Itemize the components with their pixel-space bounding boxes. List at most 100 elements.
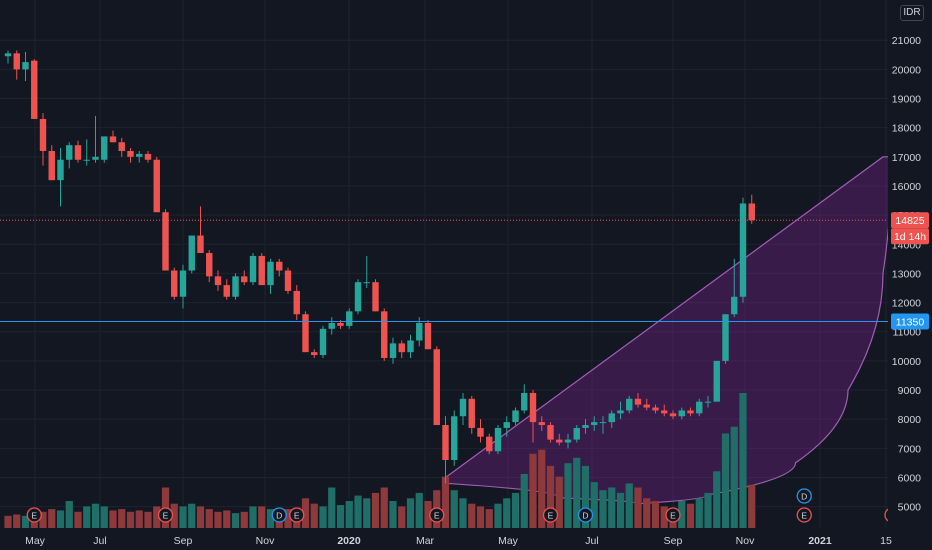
candle bbox=[547, 422, 554, 443]
candle-body bbox=[4, 53, 12, 57]
candle-body bbox=[276, 261, 283, 271]
volume-bar bbox=[616, 492, 625, 528]
y-tick-label: 5000 bbox=[898, 502, 922, 514]
y-tick-label: 19000 bbox=[892, 94, 921, 106]
candle bbox=[521, 384, 528, 414]
volume-bar bbox=[196, 506, 205, 528]
candle-body bbox=[661, 410, 668, 414]
earnings-marker[interactable]: E bbox=[157, 507, 174, 523]
candle bbox=[92, 116, 99, 163]
candle-body bbox=[687, 410, 694, 414]
candle-body bbox=[652, 407, 659, 411]
volume-bar bbox=[153, 506, 161, 528]
candle-body bbox=[223, 285, 230, 297]
earnings-marker[interactable]: E bbox=[429, 507, 445, 523]
candle bbox=[643, 398, 650, 411]
candle bbox=[451, 410, 458, 466]
candle-body bbox=[459, 398, 467, 417]
candle-body bbox=[241, 276, 248, 283]
candle bbox=[101, 136, 108, 163]
price-tag-text: 11350 bbox=[896, 317, 925, 329]
candle bbox=[687, 407, 694, 417]
candle bbox=[617, 401, 624, 420]
candle bbox=[188, 235, 195, 274]
earnings-marker[interactable]: E bbox=[26, 507, 42, 523]
candle bbox=[206, 250, 213, 283]
marker-circle bbox=[665, 507, 681, 523]
candle-body bbox=[398, 343, 405, 353]
last-price-tag: 14825 bbox=[891, 212, 929, 229]
volume-bar bbox=[4, 515, 12, 528]
volume-bar bbox=[415, 492, 423, 528]
earnings-marker[interactable]: E bbox=[542, 507, 559, 523]
volume-bar bbox=[704, 492, 712, 528]
x-tick-label: 2021 bbox=[808, 535, 832, 547]
candle-body bbox=[363, 282, 370, 284]
volume-bar bbox=[730, 426, 738, 528]
candle bbox=[153, 156, 160, 213]
volume-bar bbox=[468, 503, 476, 528]
volume-bar bbox=[581, 465, 590, 528]
candle bbox=[223, 279, 230, 300]
candle-body bbox=[713, 360, 720, 402]
candle-body bbox=[416, 322, 423, 341]
x-tick-label: May bbox=[25, 535, 46, 547]
candle-body bbox=[346, 311, 353, 326]
candle bbox=[389, 337, 397, 364]
candle-body bbox=[494, 427, 502, 452]
candle-body bbox=[512, 410, 519, 423]
candle bbox=[494, 425, 502, 455]
candle bbox=[66, 142, 73, 169]
volume-bar bbox=[608, 487, 616, 528]
dividend-marker[interactable]: D bbox=[577, 507, 594, 523]
candle-body bbox=[197, 235, 204, 254]
candle bbox=[503, 416, 510, 437]
candle-body bbox=[433, 349, 440, 426]
candle bbox=[74, 140, 82, 163]
volume-bar bbox=[651, 501, 660, 528]
candle bbox=[529, 390, 537, 443]
volume-bar bbox=[406, 498, 415, 528]
candle-body bbox=[529, 392, 537, 423]
volume-bar bbox=[485, 509, 493, 528]
bar-countdown-tag: 1d 14h bbox=[891, 228, 929, 245]
volume-bar bbox=[223, 510, 231, 528]
candle-body bbox=[302, 314, 309, 353]
candle bbox=[4, 50, 12, 64]
price-tag-bg bbox=[891, 313, 929, 330]
candle-body bbox=[311, 352, 318, 356]
earnings-marker[interactable]: E bbox=[796, 507, 812, 523]
candle bbox=[591, 416, 598, 431]
marker-label: E bbox=[434, 511, 440, 521]
earnings-marker[interactable]: E bbox=[289, 507, 305, 523]
y-tick-label: 10000 bbox=[892, 356, 921, 368]
candle-body bbox=[407, 340, 414, 353]
volume-bar bbox=[345, 501, 353, 528]
earnings-marker[interactable]: E bbox=[665, 507, 681, 523]
dividend-marker[interactable]: D bbox=[271, 507, 287, 523]
volume-bar bbox=[459, 498, 467, 528]
candle-body bbox=[284, 270, 292, 291]
volume-bar bbox=[83, 506, 91, 528]
candle bbox=[424, 320, 432, 350]
price-tag-text: 14825 bbox=[895, 215, 924, 227]
currency-badge[interactable]: IDR bbox=[900, 5, 924, 21]
x-tick-label: 15 bbox=[880, 535, 892, 547]
candle-body bbox=[66, 145, 73, 160]
candle bbox=[13, 50, 20, 80]
volume-bar bbox=[380, 487, 388, 528]
y-tick-label: 11000 bbox=[893, 327, 922, 339]
candle-body bbox=[731, 296, 738, 315]
dividend-marker[interactable]: D bbox=[796, 488, 812, 504]
candle bbox=[214, 270, 222, 291]
volume-bar bbox=[564, 463, 572, 528]
candle bbox=[512, 407, 519, 426]
price-tag-bg bbox=[891, 228, 929, 245]
candle-body bbox=[372, 282, 379, 312]
candle-body bbox=[136, 153, 143, 157]
volume-bar bbox=[520, 474, 528, 528]
marker-circle bbox=[542, 507, 559, 523]
candle-body bbox=[39, 118, 47, 152]
candle-body bbox=[249, 255, 257, 283]
